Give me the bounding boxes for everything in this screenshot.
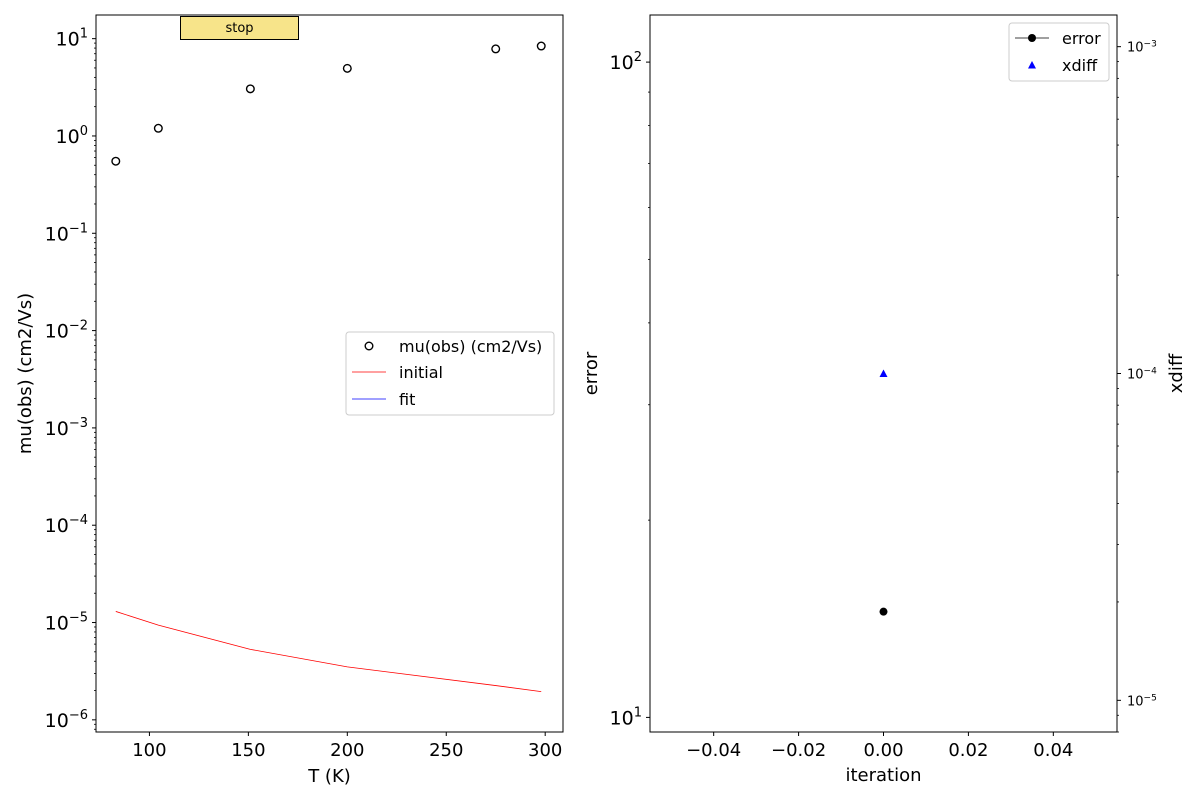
y2-tick-label: 10−5: [1127, 693, 1157, 709]
y-tick-label: 102: [610, 50, 642, 74]
data-point-error: [879, 607, 888, 616]
data-point-xdiff: [879, 369, 888, 377]
x-axis-label: iteration: [845, 765, 921, 786]
temperature-mobility-chart: 10−6 10−5 10−4 10−3 10−2 10−1 100 101 100 150 200 2…: [15, 14, 564, 787]
data-point-mu(obs): [111, 156, 121, 166]
y-tick-label: 10−6: [45, 708, 88, 732]
y2-axis-label: xdiff: [1166, 353, 1187, 393]
x-tick-label: 100: [132, 740, 166, 761]
iteration-error-chart: 101 102 10−5 10−4 10−3 −0.04 −0.02 0.00 0.02 0.04…: [581, 14, 1187, 786]
legend-marker-0: [1028, 34, 1036, 42]
y-tick-label: 100: [56, 124, 88, 148]
x-tick-label: 150: [231, 740, 265, 761]
legend-label-0: error: [1062, 29, 1101, 48]
x-tick-label: 0.02: [948, 740, 988, 761]
legend-marker-0: [364, 341, 374, 351]
data-point-mu(obs): [342, 63, 352, 73]
y-tick-label: 101: [610, 705, 642, 729]
x-tick-label: −0.02: [771, 740, 826, 761]
x-tick-label: 200: [330, 740, 364, 761]
legend-label-2: fit: [399, 390, 415, 409]
x-axis-label: T (K): [307, 766, 351, 787]
y-tick-label: 10−2: [45, 319, 88, 343]
y-tick-label: 101: [56, 27, 88, 51]
x-tick-label: −0.04: [686, 740, 741, 761]
legend-marker-1: [1028, 61, 1036, 69]
stop-button[interactable]: stop: [180, 16, 299, 40]
y-tick-label: 10−4: [45, 513, 88, 537]
y2-tick-label: 10−4: [1127, 367, 1157, 383]
x-tick-label: 300: [528, 740, 562, 761]
y-axis-label: error: [581, 351, 602, 395]
y-tick-label: 10−3: [45, 416, 88, 440]
data-point-mu(obs): [491, 44, 501, 54]
y-tick-label: 10−1: [45, 221, 88, 245]
data-point-mu(obs): [536, 41, 546, 51]
y-axis-label: mu(obs) (cm2/Vs): [15, 293, 36, 454]
x-tick-label: 0.00: [863, 740, 903, 761]
y2-tick-label: 10−3: [1127, 40, 1157, 56]
legend-box: [345, 331, 555, 416]
legend-label-1: xdiff: [1062, 56, 1098, 75]
x-tick-label: 0.04: [1033, 740, 1073, 761]
legend-label-1: initial: [399, 363, 443, 382]
data-point-mu(obs): [153, 123, 163, 133]
series-line-initial: [115, 611, 542, 693]
y-tick-label: 10−5: [45, 611, 88, 635]
data-point-mu(obs): [245, 84, 255, 94]
legend-label-0: mu(obs) (cm2/Vs): [399, 337, 542, 356]
x-tick-label: 250: [429, 740, 463, 761]
